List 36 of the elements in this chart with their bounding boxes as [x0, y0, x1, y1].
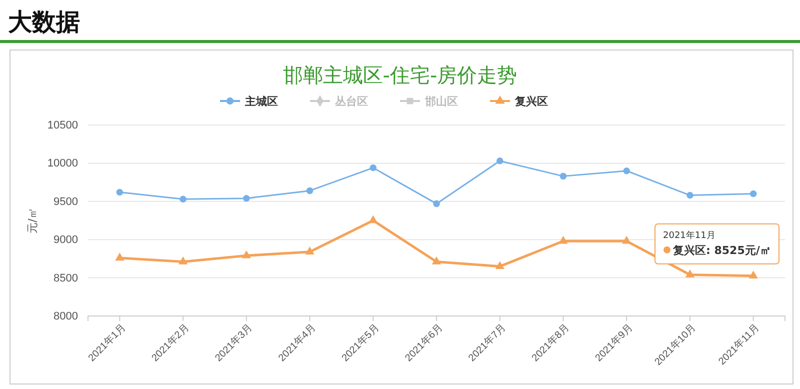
y-tick-label: 9000 [54, 234, 78, 246]
point [178, 256, 188, 264]
y-axis-title: 元/㎡ [26, 208, 39, 234]
y-tick-label: 9500 [54, 196, 78, 208]
y-tick-label: 8000 [54, 310, 78, 323]
y-tick-label: 10500 [47, 120, 78, 132]
text: 大数据 [8, 8, 80, 36]
y-tick-label: 8500 [54, 272, 78, 284]
point [180, 196, 186, 202]
point [433, 200, 440, 208]
point [115, 252, 124, 261]
point [748, 270, 758, 279]
point [432, 256, 442, 264]
chart-title: 邯郸主城区-住宅-房价走势 [282, 63, 518, 87]
annotation: 复兴区: 8525元/㎡ [672, 244, 771, 257]
point [558, 236, 568, 244]
point [116, 188, 124, 196]
point [495, 261, 504, 269]
point [305, 246, 314, 254]
legend-label: 丛台区 [334, 95, 368, 108]
point [686, 192, 694, 199]
point [623, 167, 630, 174]
point [306, 187, 314, 194]
legend-label: 复兴区 [514, 95, 548, 108]
y-tick-label: 10000 [47, 158, 78, 170]
legend-label: 主城区 [244, 95, 278, 108]
point [368, 215, 378, 224]
point [560, 172, 567, 180]
annotation: 2021年11月 [663, 230, 716, 241]
point [243, 194, 250, 202]
point [685, 269, 695, 278]
point [370, 164, 377, 172]
point [750, 190, 757, 198]
legend-label: 邯山区 [424, 95, 458, 108]
point [496, 158, 504, 164]
point [242, 250, 251, 258]
